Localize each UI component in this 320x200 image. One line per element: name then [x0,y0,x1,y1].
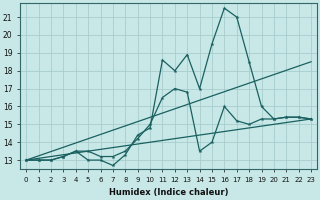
X-axis label: Humidex (Indice chaleur): Humidex (Indice chaleur) [109,188,228,197]
